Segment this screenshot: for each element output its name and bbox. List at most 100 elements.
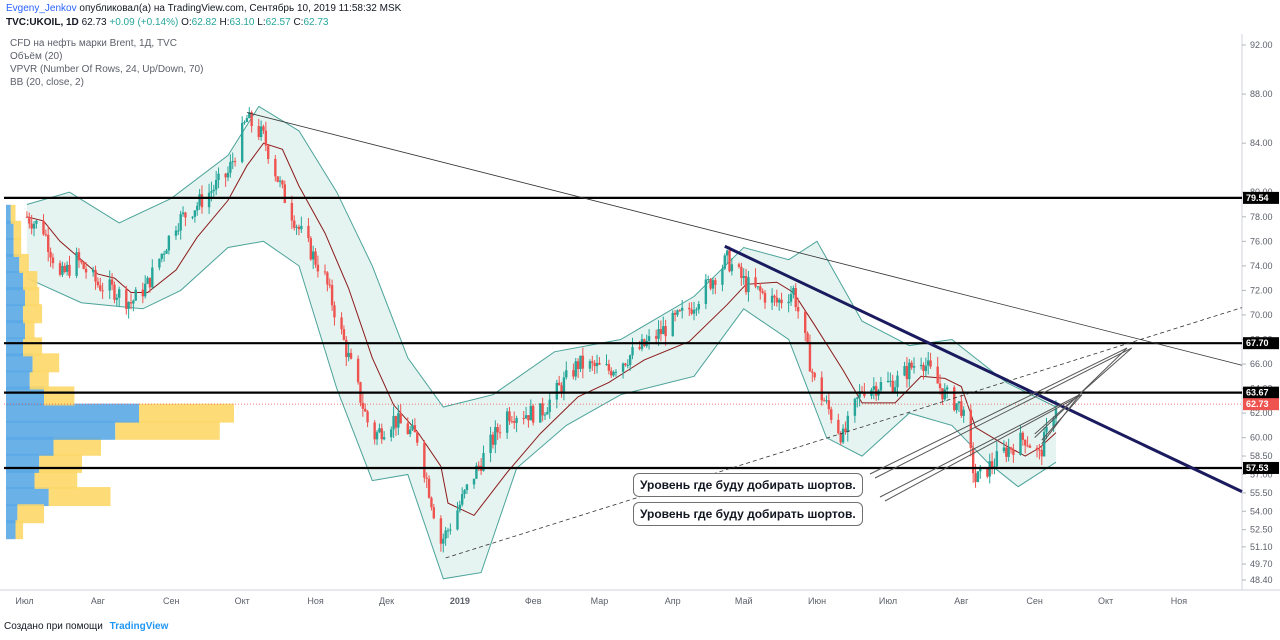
price-chart[interactable]: 92.0088.0084.0080.0078.0076.0074.0072.00…: [0, 34, 1280, 619]
candle-body: [581, 355, 585, 369]
candle-body: [879, 382, 883, 391]
candle-body: [730, 264, 734, 272]
candle-body: [134, 289, 137, 301]
candle-body: [47, 234, 50, 252]
candle-body: [496, 427, 499, 433]
candle-body: [99, 285, 102, 291]
candle-body: [1054, 408, 1058, 419]
candle-body: [744, 276, 748, 293]
candle-body: [432, 507, 436, 519]
candle-body: [763, 292, 767, 303]
chart-header: Evgeny_Jenkov опубликовал(а) на TradingV…: [0, 0, 1280, 34]
candle-body: [498, 432, 502, 434]
candle-body: [465, 484, 469, 491]
author-link[interactable]: Evgeny_Jenkov: [6, 3, 77, 14]
candle-body: [446, 530, 450, 532]
callout-box-1[interactable]: Уровень где буду добирать шортов.: [633, 473, 863, 497]
candle-body: [96, 281, 100, 286]
x-tick-label: Ноя: [1171, 596, 1188, 606]
candle-body: [132, 300, 135, 304]
candle-body: [283, 184, 286, 203]
legend-vpvr: VPVR (Number Of Rows, 24, Up/Down, 70): [10, 64, 204, 75]
candle-body: [725, 250, 729, 256]
candle-body: [276, 176, 279, 182]
vpvr-up-bar: [6, 237, 14, 257]
candle-body: [761, 291, 764, 293]
candle-body: [709, 279, 712, 289]
publish-line: Evgeny_Jenkov опубликовал(а) на TradingV…: [6, 3, 401, 14]
candle-body: [510, 421, 514, 423]
candle-body: [210, 191, 213, 193]
candle-body: [51, 257, 55, 264]
candle-body: [82, 262, 85, 269]
candle-body: [233, 161, 237, 163]
low-label: L:: [257, 17, 266, 28]
candle-body: [811, 371, 814, 373]
vpvr-down-bar: [10, 204, 16, 224]
level-badge-79.54: [1243, 191, 1279, 204]
candle-body: [392, 415, 395, 430]
candle-body: [274, 158, 277, 177]
candle-body: [311, 251, 315, 260]
candle-body: [307, 225, 310, 239]
candle-body: [212, 189, 216, 192]
candle-body: [167, 235, 171, 251]
candle-body: [413, 425, 417, 433]
candle-body: [482, 452, 485, 471]
candle-body: [259, 126, 263, 138]
y-tick-label: 49.70: [1250, 559, 1273, 569]
candle-body: [460, 494, 464, 505]
candle-body: [42, 220, 45, 235]
candle-body: [430, 497, 433, 508]
candle-body: [477, 465, 480, 467]
candle-body: [813, 372, 816, 378]
candle-body: [624, 363, 627, 366]
candle-body: [191, 216, 194, 218]
candle-body: [572, 370, 575, 377]
candle-body: [844, 428, 847, 433]
last-price: 62.73: [81, 17, 107, 28]
candle-body: [375, 432, 379, 440]
candle-body: [957, 401, 961, 404]
candle-body: [472, 478, 476, 485]
tradingview-logo[interactable]: TradingView: [109, 621, 169, 632]
candle-body: [740, 266, 743, 278]
candle-body: [217, 173, 220, 180]
candle-body: [115, 297, 119, 300]
candle-body: [721, 268, 724, 285]
candle-body: [146, 277, 149, 284]
candle-body: [101, 290, 104, 292]
candle-body: [399, 413, 402, 424]
vpvr-down-bar: [15, 520, 24, 540]
candle-body: [529, 405, 533, 421]
candle-body: [910, 362, 913, 368]
candle-body: [366, 411, 369, 423]
candle-body: [347, 352, 350, 357]
candle-body: [676, 310, 679, 315]
candle-body: [328, 284, 331, 286]
candle-body: [345, 339, 348, 357]
candle-body: [841, 428, 845, 443]
candle-body: [621, 363, 625, 372]
callout-box-2[interactable]: Уровень где буду добирать шортов.: [633, 502, 863, 526]
candle-body: [250, 112, 253, 127]
candle-body: [962, 409, 965, 416]
candle-body: [775, 297, 779, 303]
high-value: 63.10: [229, 17, 255, 28]
candle-body: [704, 279, 708, 305]
x-tick-label: Июл: [15, 596, 33, 606]
candle-body: [531, 405, 535, 423]
candle-body: [657, 329, 660, 339]
candle-body: [707, 279, 710, 281]
candle-body: [1038, 449, 1041, 451]
ohlc-line: TVC:UKOIL, 1D 62.73 +0.09 (+0.14%) O:62.…: [6, 17, 328, 28]
candle-body: [804, 311, 807, 334]
candle-body: [1026, 445, 1029, 447]
candle-body: [922, 364, 925, 372]
vpvr-down-bar: [44, 386, 75, 406]
candle-body: [759, 286, 762, 292]
candle-body: [546, 411, 549, 415]
candle-body: [756, 286, 760, 288]
candle-body: [579, 355, 582, 369]
candle-body: [863, 391, 866, 396]
